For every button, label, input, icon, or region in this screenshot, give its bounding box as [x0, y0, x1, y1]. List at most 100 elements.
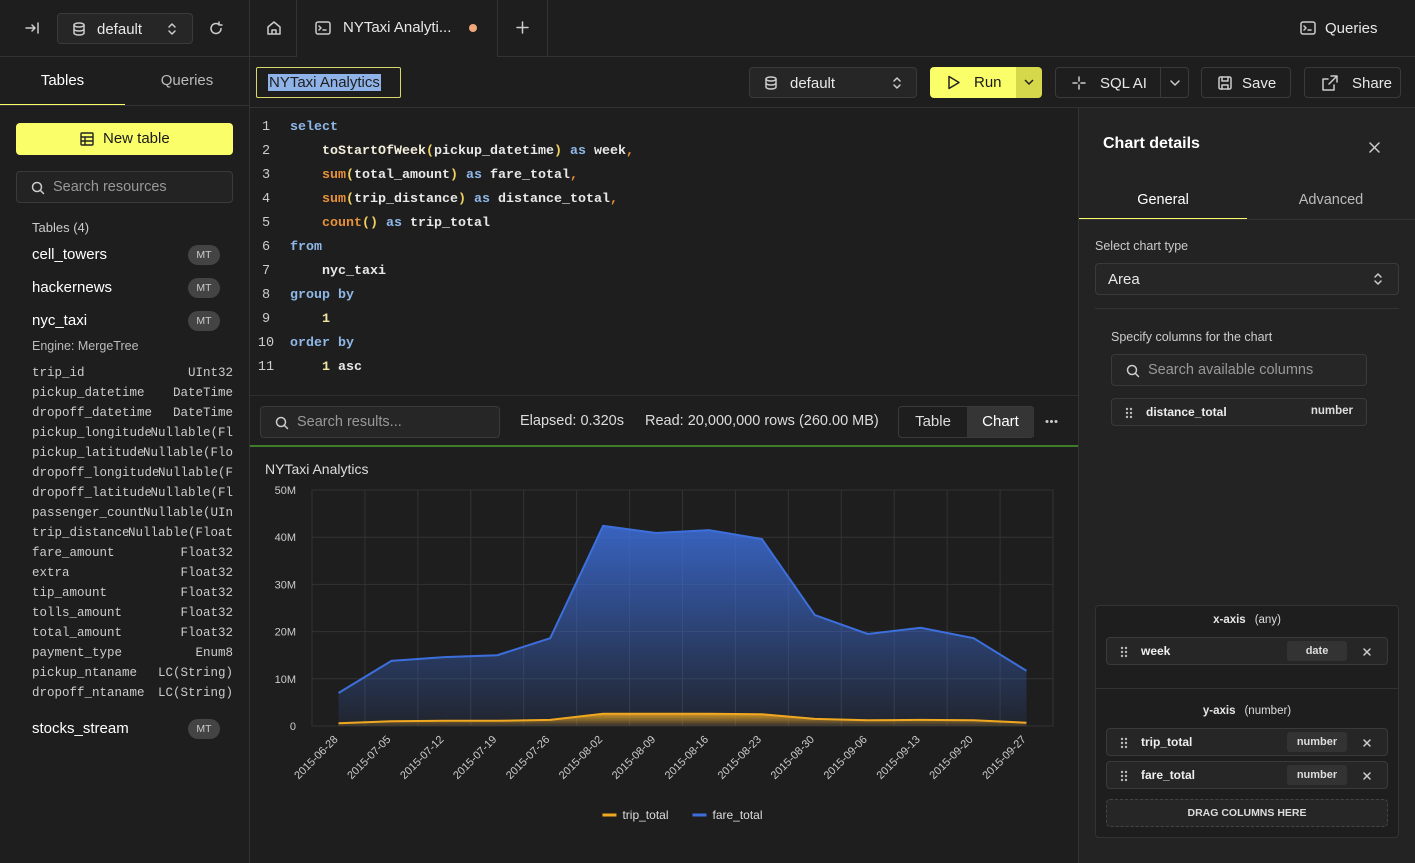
code-token: group by [290, 288, 354, 303]
x-tick-label: 2015-07-26 [504, 734, 552, 782]
collapse-icon[interactable] [25, 21, 39, 35]
save-button[interactable]: Save [1201, 67, 1291, 98]
column-name: dropoff_longitude [32, 466, 160, 480]
details-tab[interactable]: Advanced [1247, 182, 1415, 220]
remove-icon[interactable] [1362, 647, 1372, 657]
sidebar-tab[interactable]: Tables [0, 57, 125, 106]
sidebar-tab[interactable]: Queries [125, 57, 249, 106]
icon-part [316, 22, 330, 34]
axis-hint: (number) [1244, 705, 1291, 717]
code-token: select [290, 120, 338, 135]
x-tick-label: 2015-08-30 [769, 734, 817, 782]
icon-part [1121, 738, 1127, 748]
column-chip[interactable]: trip_totalnumber [1106, 728, 1388, 756]
column-type: Nullable(Fl [150, 426, 233, 440]
database-select[interactable]: default [57, 13, 193, 44]
share-button[interactable]: Share [1304, 67, 1401, 98]
refresh-icon[interactable] [209, 21, 224, 36]
code-token: asc [330, 360, 362, 375]
database-select[interactable]: default [749, 67, 917, 98]
column-chip[interactable]: distance_totalnumber [1111, 398, 1367, 426]
code-token: total_amount [354, 168, 450, 183]
x-tick-label: 2015-07-12 [398, 734, 446, 782]
database-icon [764, 75, 778, 91]
table-icon [80, 132, 94, 146]
queries-button[interactable]: Queries [1290, 13, 1390, 44]
table-name[interactable]: cell_towers [32, 246, 107, 263]
share-label: Share [1352, 75, 1392, 92]
y-tick-label: 50M [275, 485, 296, 497]
view-option[interactable]: Chart [967, 407, 1034, 437]
x-tick-label: 2015-08-16 [663, 734, 711, 782]
code-token: trip_distance [354, 192, 458, 207]
icon-part [1025, 80, 1033, 84]
close-icon[interactable] [1369, 142, 1380, 153]
icon-part [1364, 649, 1370, 655]
table-name[interactable]: stocks_stream [32, 720, 129, 737]
details-tab[interactable]: General [1079, 182, 1247, 220]
remove-icon[interactable] [1362, 771, 1372, 781]
column-name: tolls_amount [32, 606, 122, 620]
axes-divider [1096, 688, 1398, 689]
x-tick-label: 2015-09-13 [875, 734, 923, 782]
view-option[interactable]: Table [899, 407, 967, 437]
column-name: trip_distance [32, 526, 130, 540]
icon-part [1055, 420, 1058, 423]
remove-icon[interactable] [1362, 738, 1372, 748]
icon-part [1126, 408, 1132, 418]
axis-label: x-axis [1213, 614, 1246, 626]
icon-part [169, 24, 175, 34]
code-line: select [290, 118, 338, 138]
icon-part [1323, 76, 1337, 90]
x-tick-label: 2015-08-23 [716, 734, 764, 782]
line-number: 7 [250, 262, 282, 282]
icon-part [1121, 771, 1123, 773]
icon-part [517, 22, 528, 33]
icon-part [1121, 742, 1123, 744]
column-chip[interactable]: fare_totalnumber [1106, 761, 1388, 789]
icon-part [1046, 420, 1049, 423]
column-type: LC(String) [158, 666, 233, 680]
icon-part [1130, 412, 1132, 414]
icon-part [1121, 647, 1123, 649]
code-line: toStartOfWeek(pickup_datetime) as week, [290, 142, 634, 162]
column-type: DateTime [173, 406, 233, 420]
column-name: pickup_datetime [32, 386, 145, 400]
icon-part [81, 137, 93, 145]
icon-part [285, 426, 288, 429]
chip-name: distance_total [1146, 405, 1227, 419]
column-type: Nullable(Fl [150, 486, 233, 500]
table-badge: MT [188, 245, 220, 265]
search-resources[interactable]: Search resources [16, 171, 233, 203]
run-button[interactable]: Run [930, 67, 1016, 98]
new-tab-icon[interactable] [516, 21, 529, 34]
code-token: distance_total [498, 192, 610, 207]
search-results[interactable]: Search results... [260, 406, 500, 438]
icon-part [81, 133, 93, 145]
column-chip[interactable]: weekdate [1106, 637, 1388, 665]
elapsed: Elapsed: 0.320s [520, 413, 624, 429]
icon-part [1126, 416, 1128, 418]
chart-type-select[interactable]: Area [1095, 263, 1399, 295]
run-dropdown[interactable] [1016, 67, 1042, 98]
code-token: as [378, 216, 410, 231]
share-icon [1322, 75, 1338, 91]
new-table-button[interactable]: New table [16, 123, 233, 155]
code-token: toStartOfWeek [290, 144, 426, 159]
table-name[interactable]: nyc_taxi [32, 312, 87, 329]
query-name-input[interactable]: NYTaxi Analytics [256, 67, 401, 98]
x-tick-label: 2015-09-06 [822, 734, 870, 782]
column-name: dropoff_ntaname [32, 686, 145, 700]
columns-search[interactable]: Search available columns [1111, 354, 1367, 386]
column-name: fare_amount [32, 546, 115, 560]
sql-ai-button[interactable]: SQL AI [1055, 67, 1189, 98]
query-tab[interactable]: NYTaxi Analyti... [297, 0, 498, 57]
more-icon[interactable] [1045, 419, 1058, 424]
column-type: Nullable(F [158, 466, 233, 480]
axis-header: y-axis(number) [1095, 705, 1399, 717]
code-token: , [626, 144, 634, 159]
code-token: ( [426, 144, 434, 159]
table-name[interactable]: hackernews [32, 279, 112, 296]
icon-part [1121, 647, 1127, 657]
code-token: ( [346, 168, 354, 183]
